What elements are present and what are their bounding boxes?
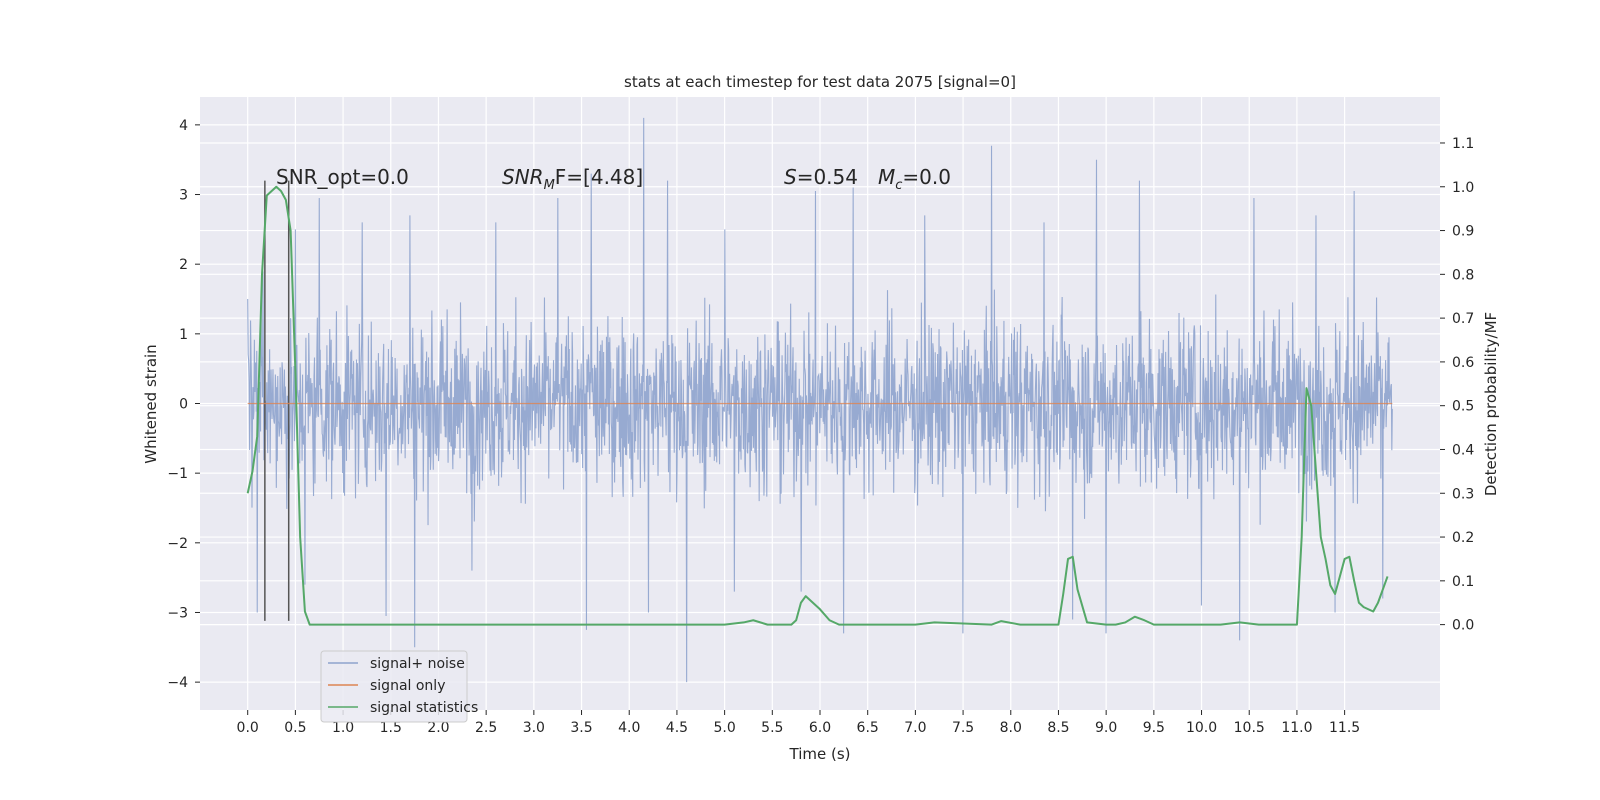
x-tick-label: 7.0 [904,720,926,736]
annotation-s-rest: =0.54 [797,165,858,189]
vertical-markers [264,180,290,621]
x-tick-label: 8.0 [1000,720,1022,736]
legend-label-signal-noise: signal+ noise [370,656,465,672]
x-tick-label: 2.0 [427,720,449,736]
legend-label-signal-only: signal only [370,678,445,694]
x-tick-label: 9.5 [1143,720,1165,736]
x-tick-label: 5.5 [761,720,783,736]
y-tick-label: −3 [167,605,188,621]
series-signal-noise [247,117,1393,683]
x-tick-label: 1.5 [380,720,402,736]
annotation-mc-sub: c [895,178,902,193]
y-tick-label: −2 [167,536,188,552]
y2-tick-label: 0.9 [1452,224,1474,240]
x-tick-label: 4.5 [666,720,688,736]
x-tick-label: 3.0 [523,720,545,736]
x-tick-label: 10.0 [1186,720,1217,736]
x-tick-label: 10.5 [1234,720,1265,736]
y-tick-label: −1 [167,466,188,482]
y-tick-label: 1 [179,327,188,343]
x-tick-label: 11.0 [1281,720,1312,736]
y2-tick-label: 1.1 [1452,136,1474,152]
x-tick-label: 4.0 [618,720,640,736]
y2-tick-label: 0.0 [1452,618,1474,634]
annotation-mc-rest: =0.0 [902,165,951,189]
y-tick-label: 4 [179,118,188,134]
series-signal-statistics [246,185,1389,626]
y2-tick-label: 0.7 [1452,311,1474,327]
annotation-snr-mf-rest: F=[4.48] [555,165,643,189]
y2-tick-label: 0.3 [1452,486,1474,502]
x-tick-label: 3.5 [570,720,592,736]
legend-label-signal-statistics: signal statistics [370,700,478,716]
x-axis-label: Time (s) [789,745,851,763]
x-tick-label: 11.5 [1329,720,1360,736]
y-tick-label: 2 [179,257,188,273]
y2-axis-label: Detection probability/MF [1482,312,1500,496]
annotation-snr-mf: SNRMF=[4.48] [502,165,643,193]
annotation-snr-mf-main: SNR [502,165,544,189]
y-tick-label: 3 [179,188,188,204]
chart-title: stats at each timestep for test data 207… [624,73,1016,91]
y-tick-label: 0 [179,397,188,413]
x-tick-label: 9.0 [1095,720,1117,736]
x-tick-label: 6.5 [857,720,879,736]
tick-labels: 0.0 0.5 1.0 1.5 2.0 2.5 3.0 3.5 4.0 4.5 5.0 5.5 6.0 6… [167,118,1474,736]
y2-tick-label: 0.1 [1452,574,1474,590]
x-tick-label: 5.0 [713,720,735,736]
legend: signal+ noise signal only signal statist… [320,650,478,723]
x-tick-label: 8.5 [1047,720,1069,736]
legend-box [320,650,468,723]
y-tick-label: −4 [167,675,188,691]
y2-tick-label: 0.2 [1452,530,1474,546]
annotation-snr-opt: SNR_opt=0.0 [276,165,409,189]
x-tick-label: 6.0 [809,720,831,736]
x-tick-label: 2.5 [475,720,497,736]
x-tick-label: 7.5 [952,720,974,736]
x-tick-label: 1.0 [332,720,354,736]
annotation-s-main: S [784,165,797,189]
annotation-snr-mf-sub: M [544,178,555,193]
y-axis-label: Whitened strain [142,344,160,463]
y2-tick-label: 0.6 [1452,355,1474,371]
annotation-mc-main: M [878,165,895,189]
annotation-mc: Mc=0.0 [878,165,951,193]
y2-tick-label: 0.8 [1452,267,1474,283]
annotation-s: S=0.54 [784,165,858,189]
x-tick-label: 0.0 [237,720,259,736]
y2-tick-label: 0.4 [1452,442,1474,458]
y2-tick-label: 1.0 [1452,180,1474,196]
y2-tick-label: 0.5 [1452,399,1474,415]
series-lines [246,185,1393,626]
x-tick-label: 0.5 [284,720,306,736]
annotations: SNR_opt=0.0 SNRMF=[4.48] S=0.54 Mc=0.0 [276,165,951,193]
signal-noise-layer [247,117,1393,683]
